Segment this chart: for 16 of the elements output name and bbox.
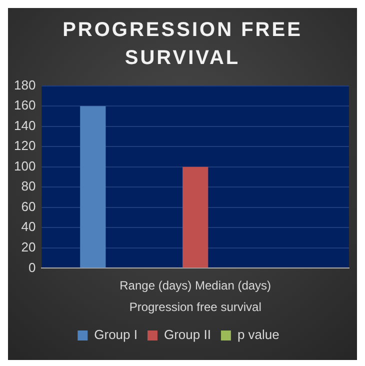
legend-label: p value (237, 327, 280, 342)
x-tick-label: Range (days) Median (days) (120, 278, 272, 293)
y-tick-label: 180 (14, 77, 36, 92)
legend-label: Group II (164, 327, 211, 342)
y-tick-label: 100 (14, 158, 36, 174)
y-tick-label: 20 (21, 240, 36, 255)
x-axis-title: Progression free survival (129, 300, 262, 314)
y-tick-label: 120 (14, 138, 36, 154)
chart-title: PROGRESSION FREE SURVIVAL (62, 18, 302, 71)
y-tick-label: 80 (21, 178, 36, 194)
y-tick-label: 140 (14, 118, 36, 133)
y-tick-label: 40 (21, 219, 36, 234)
y-tick-label: 160 (14, 98, 36, 113)
y-tick-label: 60 (21, 198, 36, 214)
legend-label: Group I (94, 327, 138, 342)
y-tick-label: 0 (28, 260, 36, 275)
